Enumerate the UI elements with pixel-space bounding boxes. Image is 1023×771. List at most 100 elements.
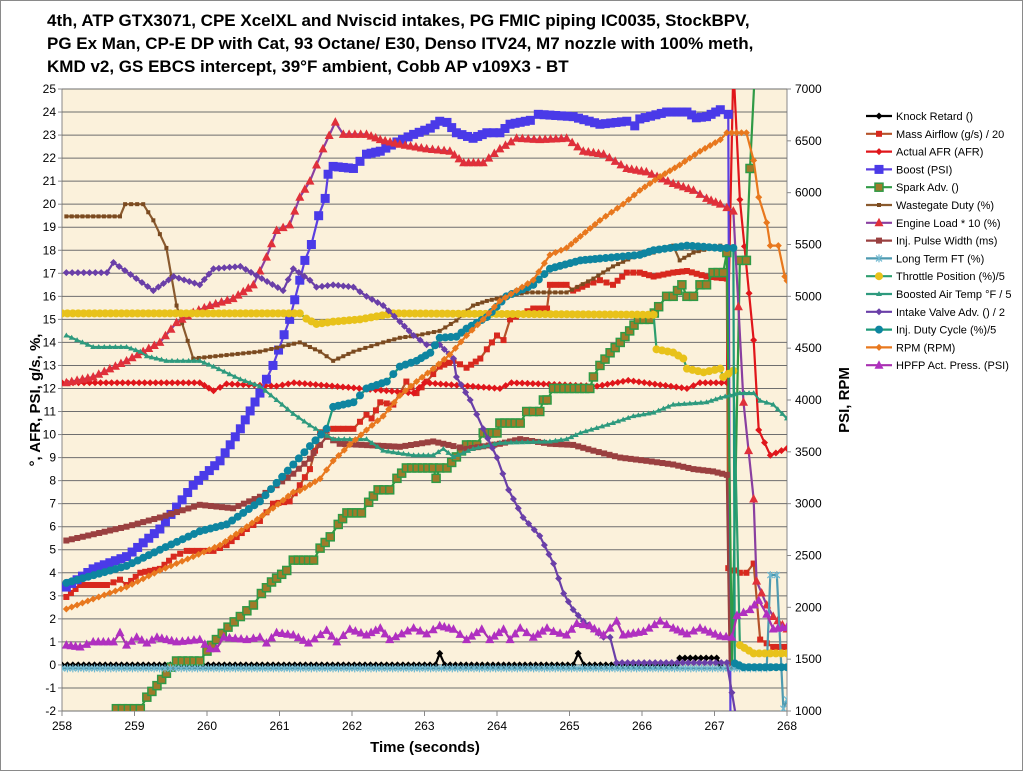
data-point (284, 276, 292, 284)
data-point (490, 303, 498, 311)
data-point (431, 473, 441, 484)
data-point (611, 664, 619, 673)
data-point (238, 526, 246, 534)
data-point (91, 664, 98, 673)
y-tick-label: 18 (43, 243, 57, 257)
y-tick-label: 10 (43, 428, 57, 442)
data-point (200, 639, 210, 648)
data-point (660, 271, 667, 278)
data-point (529, 380, 537, 388)
data-point (362, 664, 369, 673)
data-point (529, 280, 538, 289)
data-point (783, 663, 787, 672)
data-point (717, 379, 725, 387)
data-point (243, 283, 253, 292)
data-point (283, 466, 292, 475)
data-point (343, 163, 353, 173)
data-point (451, 344, 459, 352)
data-point (618, 659, 626, 667)
data-point (594, 626, 604, 636)
data-point (635, 114, 645, 124)
data-point (127, 636, 137, 645)
data-point (703, 273, 710, 280)
data-point (558, 441, 565, 448)
data-point (141, 202, 146, 207)
data-point (875, 148, 883, 156)
data-point (713, 654, 721, 662)
data-point (690, 659, 698, 667)
data-point (662, 382, 670, 390)
data-point (684, 659, 692, 667)
data-point (728, 206, 738, 215)
data-point (876, 291, 882, 296)
data-point (675, 401, 682, 407)
data-point (82, 581, 89, 588)
data-point (655, 272, 662, 279)
data-point (368, 421, 376, 429)
data-point (90, 344, 97, 350)
data-point (340, 664, 348, 673)
data-point (261, 374, 271, 384)
data-point (646, 111, 656, 121)
data-point (442, 117, 452, 127)
data-point (364, 442, 371, 449)
data-point (450, 355, 457, 363)
data-point (237, 376, 244, 382)
data-point (413, 441, 420, 448)
data-point (708, 397, 715, 403)
data-point (426, 379, 434, 387)
legend-item: Actual AFR (AFR) (866, 147, 983, 159)
data-point (174, 379, 182, 387)
data-point (117, 585, 125, 593)
data-point (317, 381, 325, 389)
data-point (272, 478, 281, 487)
data-point (517, 436, 524, 443)
data-point (450, 443, 457, 450)
data-point (736, 390, 743, 396)
data-point (528, 632, 538, 641)
data-point (670, 269, 677, 276)
data-point (316, 475, 324, 483)
data-point (421, 379, 428, 387)
data-point (499, 295, 504, 300)
data-point (679, 354, 688, 363)
data-point (345, 425, 352, 432)
data-point (749, 600, 759, 609)
data-point (583, 281, 590, 288)
data-point (744, 445, 754, 455)
data-point (107, 527, 114, 534)
data-point (621, 259, 626, 264)
data-point (578, 664, 586, 673)
legend-item: Inj. Pulse Width (ms) (866, 236, 997, 248)
data-point (710, 468, 717, 475)
data-point (766, 451, 774, 459)
legend-label: Long Term FT (%) (896, 253, 984, 265)
data-point (215, 664, 223, 673)
data-point (750, 336, 758, 344)
data-point (127, 271, 135, 279)
data-point (213, 503, 220, 510)
data-point (248, 519, 256, 527)
data-point (774, 643, 781, 650)
data-point (688, 185, 698, 194)
series-rpm-rpm (62, 129, 787, 613)
data-point (346, 351, 351, 356)
data-point (216, 383, 224, 391)
data-point (243, 523, 251, 531)
data-point (650, 619, 660, 629)
data-point (465, 447, 472, 453)
data-point (757, 397, 764, 403)
data-point (739, 607, 748, 617)
data-point (703, 399, 710, 405)
data-point (575, 284, 580, 289)
data-point (210, 461, 220, 471)
data-point (196, 355, 201, 360)
data-point (83, 568, 93, 578)
data-point (190, 379, 198, 387)
data-point (356, 418, 363, 425)
data-point (675, 462, 682, 469)
data-point (381, 143, 391, 153)
data-point (537, 626, 547, 635)
data-point (569, 287, 574, 292)
data-point (448, 321, 453, 326)
